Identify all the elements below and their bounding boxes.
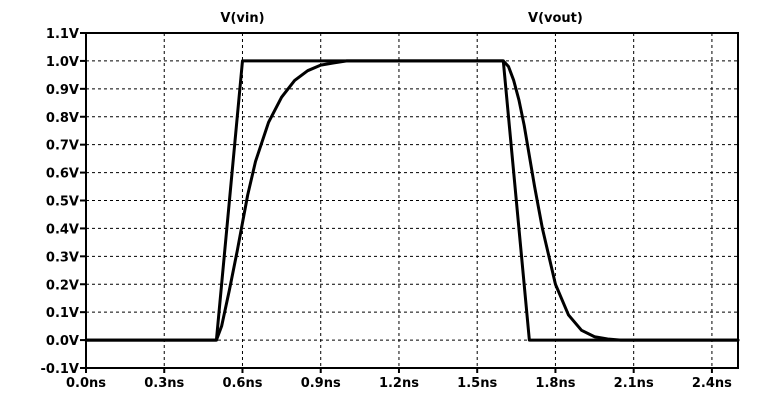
y-tick-label: 0.8V xyxy=(46,111,79,126)
legend-entry-2: V(vout) xyxy=(528,11,583,26)
y-tick-label: 1.1V xyxy=(46,27,79,42)
legend-entry-1: V(vin) xyxy=(220,11,264,26)
axis-ticks xyxy=(80,32,713,373)
y-tick-label: 0.6V xyxy=(46,167,79,182)
y-tick-label: 0.9V xyxy=(46,83,79,98)
y-tick-label: 1.0V xyxy=(46,55,79,70)
x-tick-labels: 0.0ns 0.3ns 0.6ns 0.9ns 1.2ns 1.5ns 1.8ns 2.1ns… xyxy=(66,376,732,391)
grid-lines xyxy=(86,33,738,368)
x-tick-label: 1.2ns xyxy=(379,376,419,391)
series-traces xyxy=(84,59,740,342)
y-tick-label: -0.1V xyxy=(41,362,80,377)
y-tick-label: 0.4V xyxy=(46,222,79,237)
y-tick-label: 0.7V xyxy=(46,139,79,154)
x-tick-label: 0.6ns xyxy=(222,376,262,391)
x-tick-label: 1.8ns xyxy=(535,376,575,391)
y-tick-label: 0.2V xyxy=(46,278,79,293)
series-line-2 xyxy=(84,59,740,342)
y-tick-label: 0.5V xyxy=(46,195,79,210)
x-tick-label: 1.5ns xyxy=(457,376,497,391)
legend: V(vin) V(vout) xyxy=(220,11,582,26)
x-tick-label: 0.0ns xyxy=(66,376,106,391)
x-tick-label: 0.9ns xyxy=(301,376,341,391)
x-tick-label: 0.3ns xyxy=(144,376,184,391)
x-tick-label: 2.1ns xyxy=(614,376,654,391)
y-tick-label: 0.0V xyxy=(46,334,79,349)
y-tick-label: 0.3V xyxy=(46,250,79,265)
y-tick-label: 0.1V xyxy=(46,306,79,321)
x-tick-label: 2.4ns xyxy=(692,376,732,391)
y-tick-labels: 1.1V 1.0V 0.9V 0.8V 0.7V 0.6V 0.5V 0.4V 0.3V 0.2V… xyxy=(41,27,80,377)
